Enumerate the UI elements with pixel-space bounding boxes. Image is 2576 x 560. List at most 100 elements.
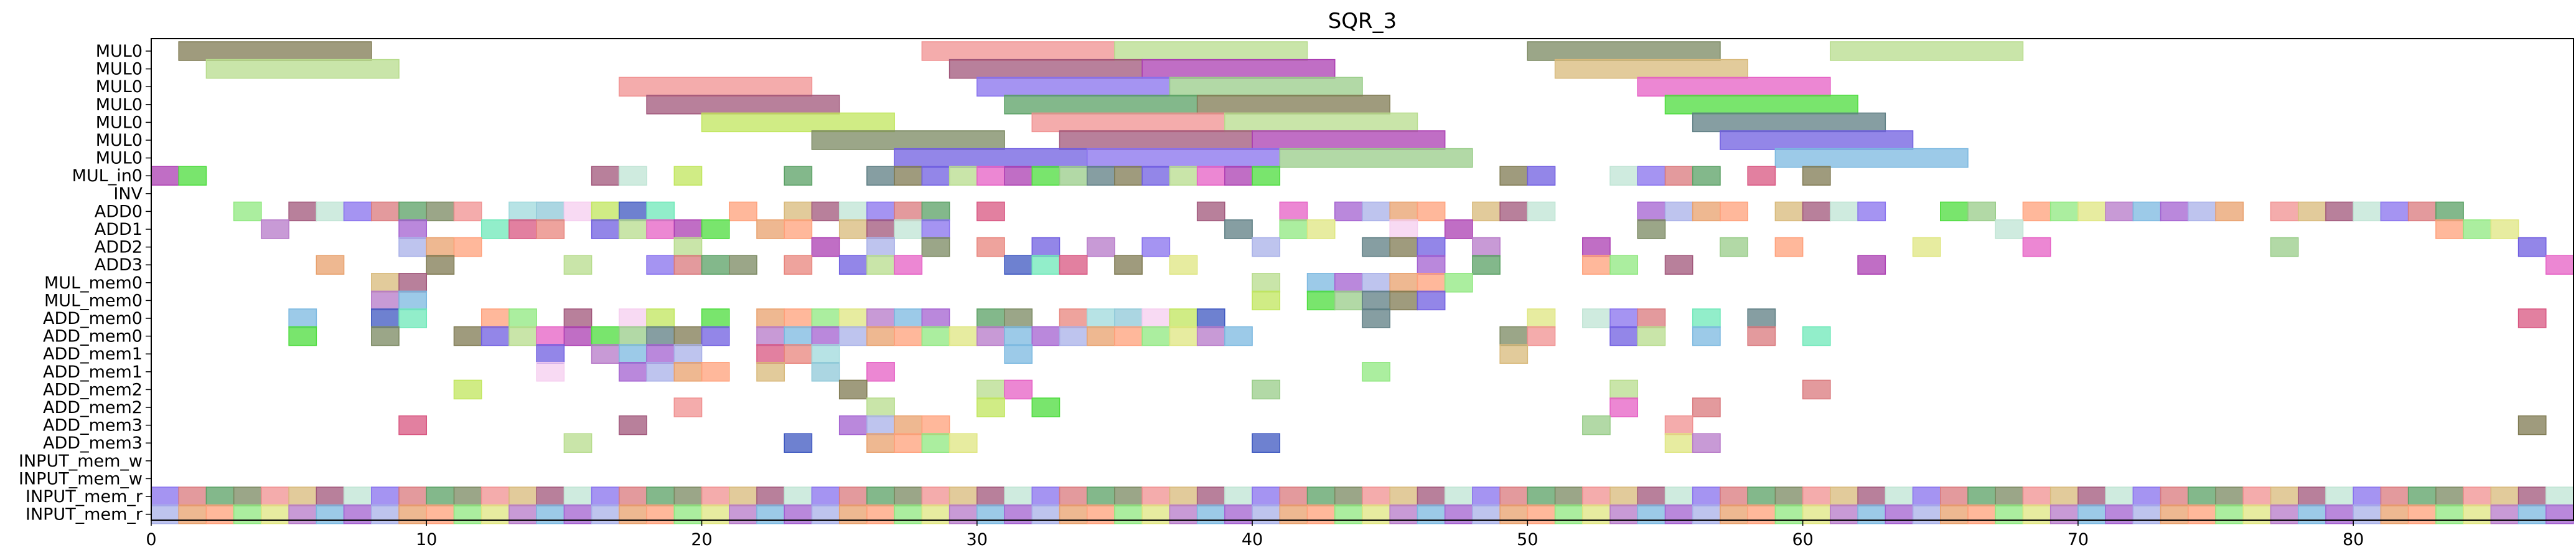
gantt-bar <box>1362 486 1390 506</box>
gantt-bar <box>1664 433 1693 453</box>
gantt-bar <box>1554 486 1583 506</box>
gantt-bar <box>1086 237 1115 257</box>
y-axis-labels: MUL0MUL0MUL0MUL0MUL0MUL0MUL0MUL_in0INVAD… <box>19 42 151 524</box>
gantt-bar <box>591 326 620 346</box>
gantt-bar <box>948 326 978 346</box>
gantt-bar <box>1059 504 1088 524</box>
gantt-bar <box>866 433 895 453</box>
gantt-bar <box>1720 237 1748 257</box>
gantt-bar <box>1499 166 1529 186</box>
gantt-bar <box>1004 95 1198 115</box>
gantt-bar <box>1169 77 1363 97</box>
gantt-bar <box>508 308 537 328</box>
gantt-bar <box>646 486 675 506</box>
gantt-bar <box>1196 166 1225 186</box>
gantt-bar <box>1830 504 1858 524</box>
gantt-bar <box>811 362 840 382</box>
gantt-bar <box>1444 273 1473 293</box>
gantt-bar <box>2517 237 2547 257</box>
gantt-bar <box>701 308 730 328</box>
gantt-bar <box>1031 112 1225 133</box>
gantt-bar <box>1196 486 1225 506</box>
gantt-bar <box>1967 504 1996 524</box>
gantt-bar <box>2022 237 2051 257</box>
gantt-bar <box>784 308 813 328</box>
gantt-bar <box>2546 255 2574 275</box>
gantt-bar <box>1830 486 1858 506</box>
gantt-bar <box>894 201 923 222</box>
gantt-bar <box>1086 148 1281 168</box>
gantt-bar <box>2517 504 2547 524</box>
gantt-bar <box>1004 379 1033 400</box>
gantt-bar <box>1334 273 1363 293</box>
gantt-bar <box>1912 504 1941 524</box>
gantt-bar <box>316 486 345 506</box>
gantt-bar <box>1114 166 1143 186</box>
gantt-bar <box>1747 166 1776 186</box>
gantt-bar <box>1747 504 1776 524</box>
gantt-bar <box>563 308 592 328</box>
gantt-bar <box>591 486 620 506</box>
y-tick-label: ADD_mem3 <box>43 416 143 435</box>
gantt-bar <box>1609 397 1639 417</box>
gantt-bar <box>1527 41 1721 61</box>
gantt-bar <box>619 326 647 346</box>
gantt-bar <box>866 504 895 524</box>
gantt-bar <box>1885 486 1914 506</box>
gantt-bar <box>977 379 1005 400</box>
gantt-bar <box>1252 130 1446 150</box>
y-tick-label: MUL0 <box>96 149 143 168</box>
y-tick-label: MUL_mem0 <box>44 273 143 293</box>
gantt-bar <box>866 201 895 222</box>
gantt-bar <box>1059 308 1088 328</box>
gantt-bar <box>288 201 317 222</box>
gantt-bar <box>866 166 895 186</box>
gantt-bar <box>2353 486 2382 506</box>
gantt-bar <box>426 486 455 506</box>
gantt-bar <box>784 219 813 239</box>
gantt-bar <box>1527 166 1556 186</box>
gantt-bar <box>2077 504 2106 524</box>
gantt-bar <box>2380 504 2409 524</box>
gantt-bar <box>1004 504 1033 524</box>
gantt-bar <box>178 41 372 61</box>
x-tick-label: 30 <box>967 530 988 549</box>
gantt-bar <box>1692 308 1721 328</box>
x-tick-label: 40 <box>1242 530 1263 549</box>
gantt-bar <box>1389 504 1418 524</box>
gantt-bar <box>948 486 978 506</box>
gantt-bar <box>673 237 703 257</box>
gantt-bar <box>1417 504 1446 524</box>
gantt-bar <box>1169 504 1198 524</box>
y-tick-label: INPUT_mem_r <box>26 487 143 506</box>
gantt-bar <box>1692 201 1721 222</box>
gantt-bar <box>1362 362 1390 382</box>
gantt-bar <box>619 201 647 222</box>
gantt-bar <box>2297 201 2326 222</box>
gantt-bar <box>1637 77 1831 97</box>
gantt-bar <box>1031 255 1061 275</box>
gantt-bar <box>2463 504 2492 524</box>
gantt-bar <box>2297 504 2326 524</box>
gantt-bar <box>1169 255 1198 275</box>
gantt-bar <box>1004 166 1033 186</box>
gantt-bar <box>1169 166 1198 186</box>
x-tick-label: 70 <box>2068 530 2089 549</box>
gantt-bar <box>1664 486 1693 506</box>
gantt-bar <box>2380 201 2409 222</box>
gantt-bar <box>1692 112 1886 133</box>
gantt-bar <box>811 344 840 364</box>
gantt-bar <box>2463 219 2492 239</box>
gantt-bar <box>921 486 950 506</box>
gantt-bar <box>977 237 1005 257</box>
gantt-bar <box>343 504 372 524</box>
gantt-bar <box>619 362 647 382</box>
gantt-bar <box>1499 486 1529 506</box>
y-tick-label: ADD_mem2 <box>43 398 143 417</box>
gantt-bar <box>2105 201 2134 222</box>
gantt-bar <box>1059 486 1088 506</box>
gantt-bar <box>316 504 345 524</box>
gantt-bar <box>1417 201 1446 222</box>
gantt-bar <box>591 504 620 524</box>
gantt-bar <box>1774 504 1804 524</box>
